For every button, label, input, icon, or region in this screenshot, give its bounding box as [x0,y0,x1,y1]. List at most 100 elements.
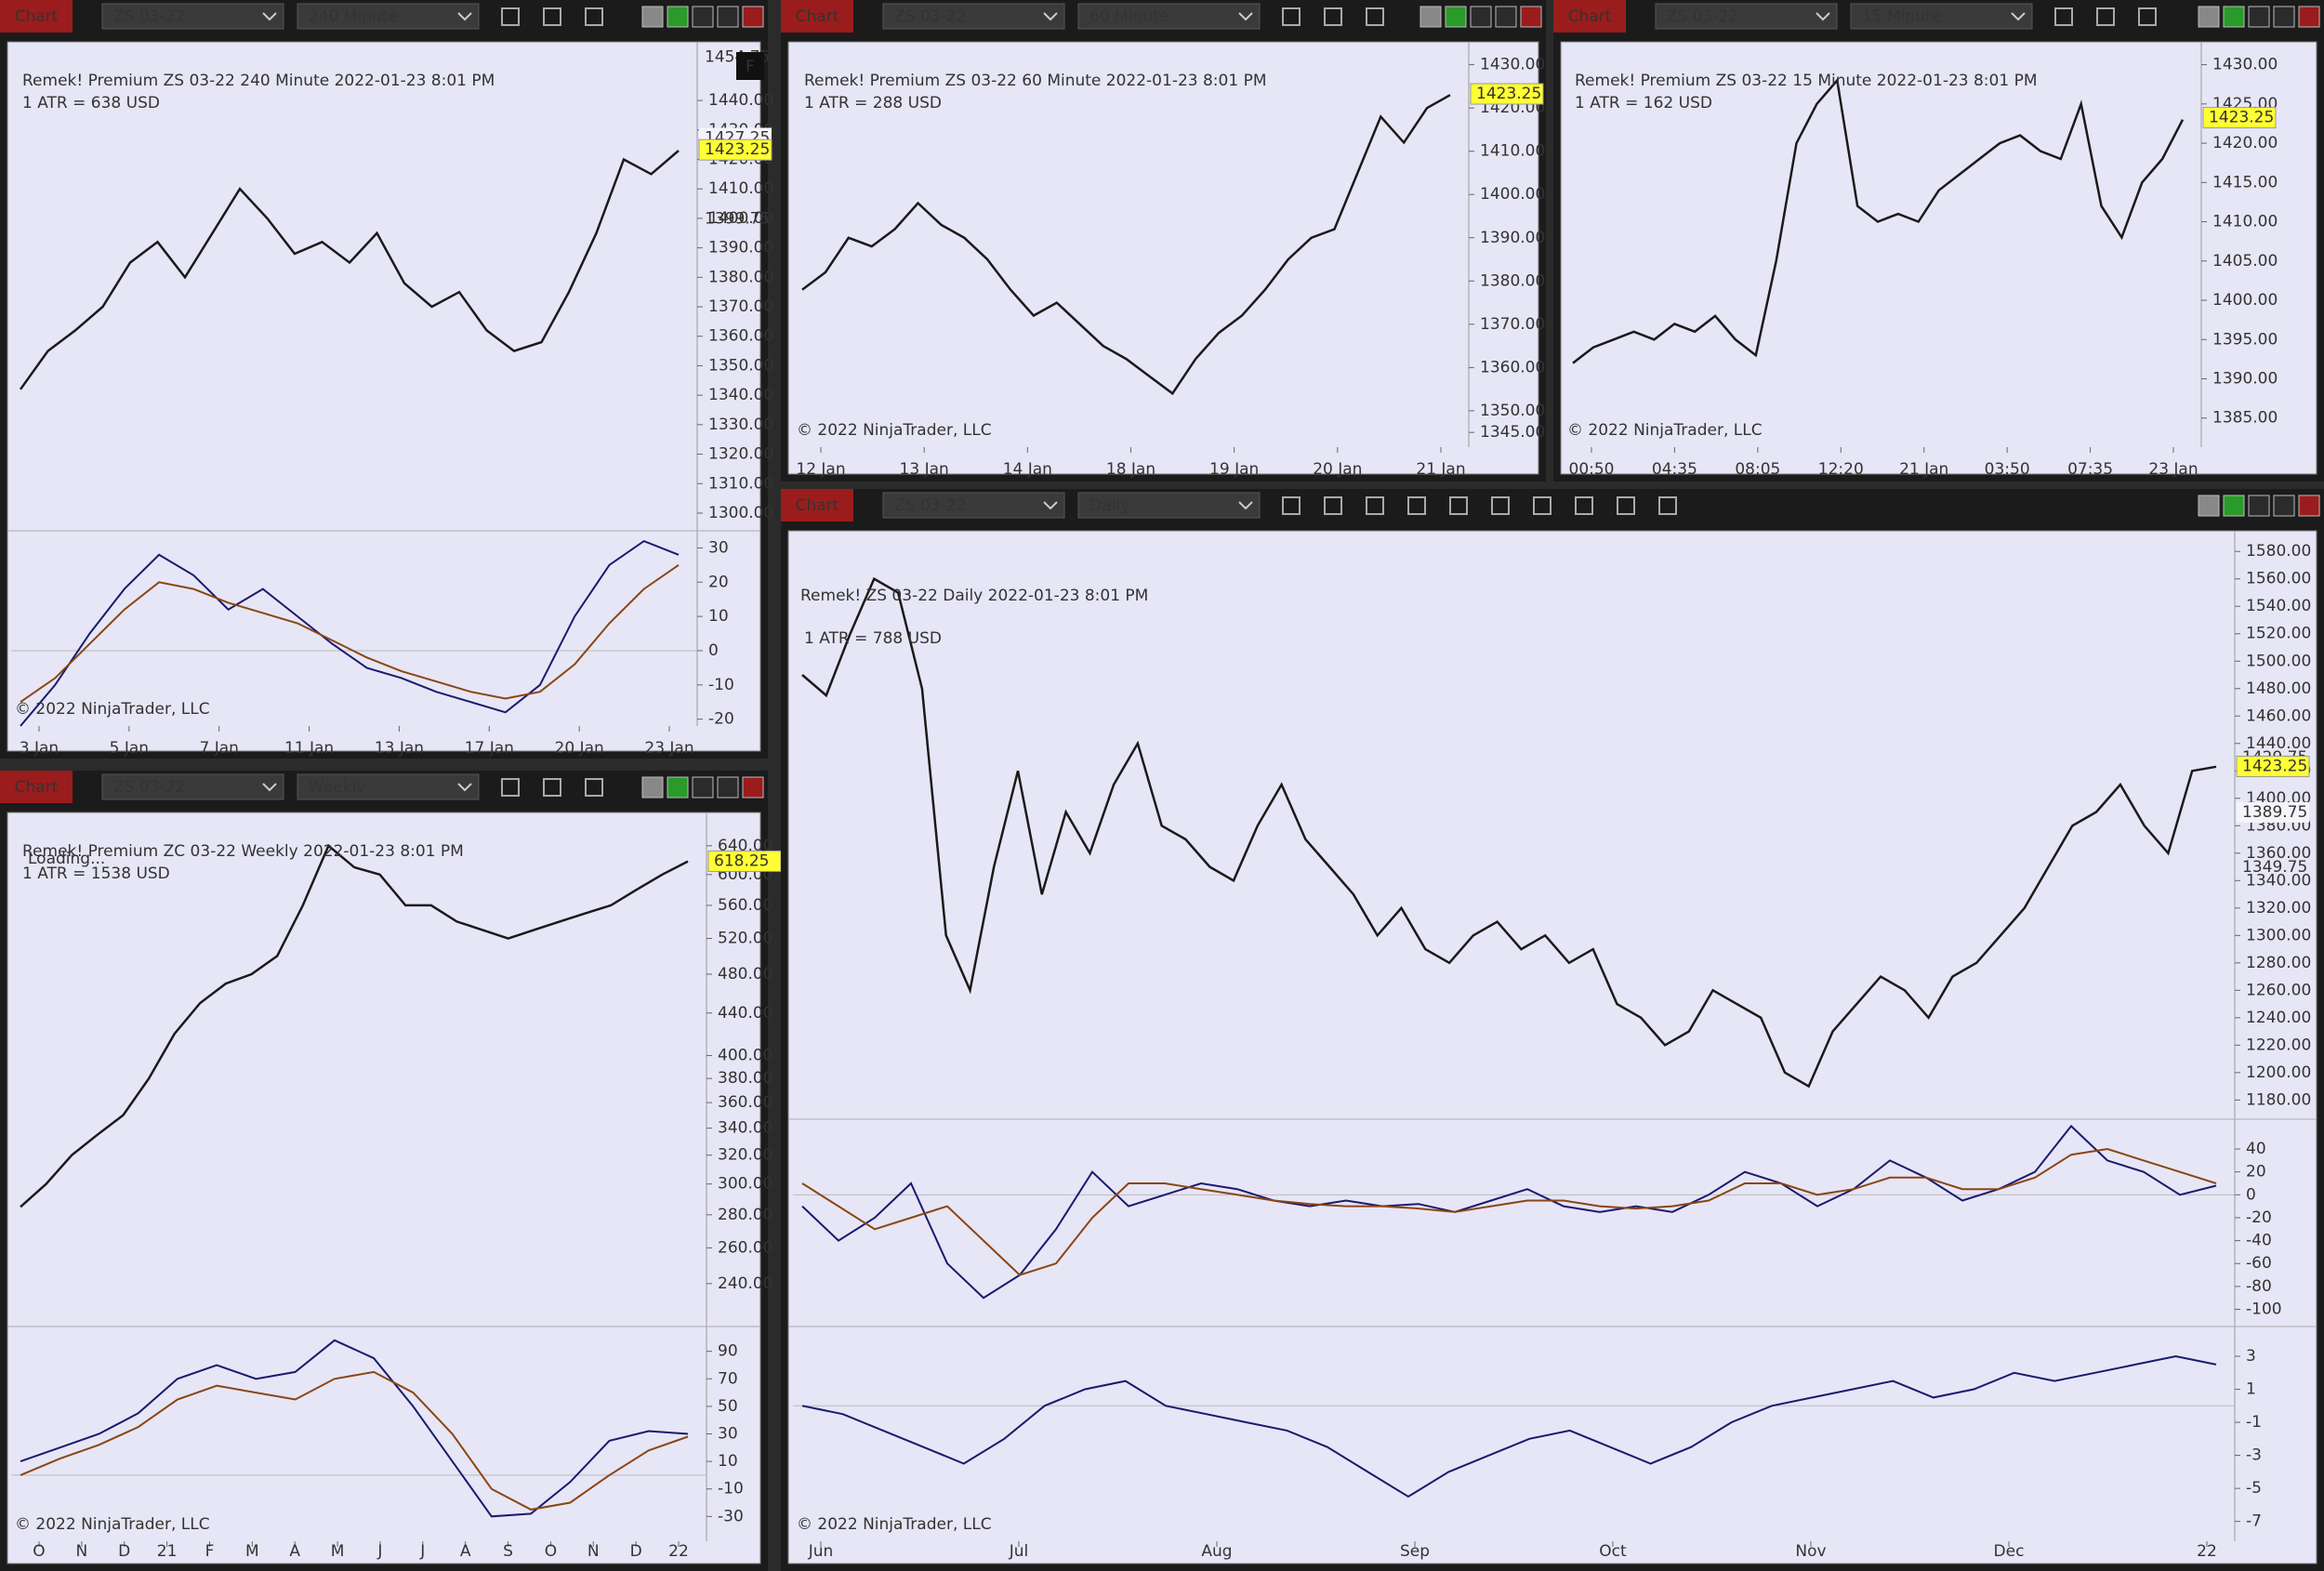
toolbar-icon[interactable] [501,7,520,26]
toolbar-icon[interactable] [2054,7,2073,26]
toolbar-icon[interactable] [1407,496,1426,515]
toolbar-icon[interactable] [1449,496,1468,515]
price-marker [1470,83,1544,105]
toolbar-icon[interactable] [543,7,561,26]
window-button[interactable] [2248,495,2270,517]
y-tick-label: 30 [718,1425,738,1444]
window-button[interactable] [717,6,739,28]
y-tick-label: 1440.00 [2246,734,2311,753]
y-tick-label: 240.00 [718,1274,772,1293]
instrument-dropdown[interactable] [101,773,284,800]
window-button[interactable] [1470,6,1492,28]
toolbar-icon[interactable] [1617,496,1635,515]
x-tick-label: 21 Jan [1416,460,1465,479]
window-button[interactable] [2198,495,2220,517]
window-button[interactable] [2273,495,2295,517]
toolbar-icon[interactable] [1282,496,1301,515]
badge[interactable] [736,52,764,80]
chart-button[interactable] [1553,0,1626,33]
toolbar-icon[interactable] [585,778,603,797]
price-marker [2202,107,2277,129]
chart-button-label: Chart [15,7,59,26]
window-button[interactable] [742,776,764,799]
window-button[interactable] [1495,6,1517,28]
interval-dropdown[interactable] [297,3,480,30]
series-line [20,843,689,1208]
window-button[interactable] [667,6,689,28]
x-tick-label: 00:50 [1569,460,1615,479]
instrument-dropdown[interactable] [1655,3,1838,30]
window-button[interactable] [2248,6,2270,28]
y-tick-label: 1400.00 [1480,185,1545,204]
chart-button[interactable] [781,489,853,521]
toolbar-icon[interactable] [2096,7,2115,26]
window-button[interactable] [2223,495,2245,517]
window-button[interactable] [2198,6,2220,28]
window-button[interactable] [2273,6,2295,28]
chart-button[interactable] [0,771,73,803]
series-line [20,1339,689,1518]
toolbar-icon[interactable] [2138,7,2157,26]
interval-dropdown[interactable] [297,773,480,800]
interval-dropdown[interactable] [1077,3,1261,30]
chart-button-label: Chart [796,496,839,515]
y-tick-label: -20 [708,710,734,729]
y-tick-label: 1340.00 [708,386,773,404]
toolbar-icon[interactable] [543,778,561,797]
y-tick-label: 1360.00 [708,327,773,346]
toolbar-icon[interactable] [1366,7,1384,26]
toolbar-icon[interactable] [1575,496,1593,515]
window-button[interactable] [1520,6,1542,28]
toolbar-icon[interactable] [1324,496,1342,515]
window-button[interactable] [641,776,664,799]
price-label: 1423.25 [2242,757,2307,775]
window-button[interactable] [692,776,714,799]
toolbar-icon[interactable] [1366,496,1384,515]
y-tick-label: 300.00 [718,1175,772,1194]
price-label: 618.25 [714,852,769,870]
y-tick-label: 520.00 [718,930,772,948]
window-button[interactable] [2223,6,2245,28]
interval-dropdown[interactable] [1077,492,1261,519]
chart-button-label: Chart [1568,7,1612,26]
y-tick-label: 260.00 [718,1238,772,1257]
toolbar-icon[interactable] [1658,496,1677,515]
x-tick-label: 21 [157,1542,178,1561]
window-button[interactable] [2298,495,2320,517]
y-tick-label: 1410.00 [1480,142,1545,161]
window-button[interactable] [692,6,714,28]
instrument-dropdown[interactable] [882,492,1065,519]
toolbar-icon[interactable] [1324,7,1342,26]
interval-dropdown[interactable] [1850,3,2033,30]
window-button[interactable] [742,6,764,28]
chart-area [1560,41,2317,475]
window-button[interactable] [2298,6,2320,28]
y-tick-label: 1410.00 [708,179,773,198]
window-button[interactable] [641,6,664,28]
toolbar-icon[interactable] [1282,7,1301,26]
toolbar-icon[interactable] [585,7,603,26]
x-tick-label: Jun [808,1542,834,1561]
toolbar-icon[interactable] [1533,496,1552,515]
instrument-dropdown[interactable] [101,3,284,30]
window-button[interactable] [717,776,739,799]
window-button[interactable] [667,776,689,799]
y-tick-label: 1480.00 [2246,680,2311,698]
chart-header: Remek! Premium ZS 03-22 15 Minute 2022-0… [1575,72,2037,90]
window-button[interactable] [1445,6,1467,28]
instrument-dropdown[interactable] [882,3,1065,30]
price-marker [698,139,772,161]
toolbar-icon[interactable] [501,778,520,797]
x-tick-label: 5 Jan [110,739,149,758]
dropdown-arrow [457,783,472,792]
y-tick-label: 380.00 [718,1069,772,1088]
chart-button[interactable] [781,0,853,33]
x-tick-label: 14 Jan [1003,460,1052,479]
toolbar-icon[interactable] [1491,496,1510,515]
y-tick-label: 340.00 [718,1119,772,1138]
y-tick-label: 1410.00 [2212,213,2278,231]
chart-button[interactable] [0,0,73,33]
dropdown-arrow [262,12,277,21]
window-button[interactable] [1419,6,1442,28]
